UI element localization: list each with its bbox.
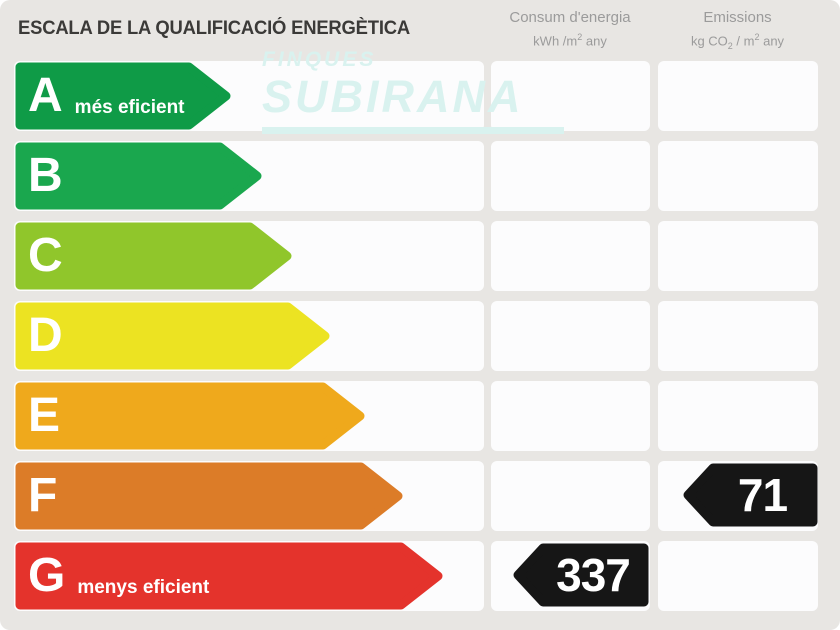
grade-arrow-d-shape (15, 302, 330, 370)
grade-letter-b: B (28, 149, 63, 202)
grade-label-g: G menys eficient (28, 541, 209, 611)
grade-letter-g: G (28, 549, 66, 602)
emissions-value-arrow-shape (683, 463, 818, 527)
grade-label-c: C (28, 221, 75, 291)
grade-arrow-c-shape (15, 222, 292, 290)
grade-arrow-g-shape (15, 542, 443, 610)
grade-label-f: F (28, 461, 69, 531)
consumption-value-arrow-path (513, 543, 649, 607)
grade-letter-c: C (28, 229, 63, 282)
consumption-cell (491, 301, 650, 371)
grade-letter-d: D (28, 309, 63, 362)
grade-arrow-c (15, 222, 292, 290)
scale-row-d: D (0, 301, 840, 371)
consumption-value: 337 (556, 549, 631, 601)
emissions-cell (658, 141, 818, 211)
grade-arrow-b-shape (15, 142, 262, 210)
consumption-header-title: Consum d'energia (509, 9, 631, 26)
emissions-cell (658, 541, 818, 611)
grade-note-g: menys eficient (77, 577, 210, 598)
consumption-cell (491, 221, 650, 291)
emissions-value-arrow: 71 (683, 463, 818, 527)
emissions-cell (658, 301, 818, 371)
emissions-header-unit: kg CO2 / m2 any (690, 32, 785, 51)
grade-note-a: més eficient (74, 97, 185, 118)
consumption-cell (491, 461, 650, 531)
consumption-cell (491, 381, 650, 451)
grade-arrow-f (15, 462, 403, 530)
grade-arrow-a-shape (15, 62, 231, 130)
scale-row-c: C (0, 221, 840, 291)
grade-arrow-e (15, 382, 365, 450)
consumption-column-header: Consum d'energia kWh /m2 any (470, 8, 670, 50)
emissions-cell (658, 381, 818, 451)
grade-arrow-g (15, 542, 443, 610)
grade-arrow-d (15, 302, 330, 370)
emissions-header-title: Emissions (703, 9, 772, 26)
grade-arrow-f-shape (15, 462, 403, 530)
emissions-value: 71 (737, 469, 788, 521)
consumption-value-arrow-shape (513, 543, 649, 607)
grade-label-e: E (28, 381, 72, 451)
emissions-cell (658, 61, 818, 131)
scale-row-g: G menys eficient (0, 541, 840, 611)
grade-letter-e: E (28, 389, 61, 442)
grade-arrow-e-shape (15, 382, 365, 450)
grade-arrow-b (15, 142, 262, 210)
page-title: ESCALA DE LA QUALIFICACIÓ ENERGÈTICA (18, 18, 411, 39)
consumption-cell (491, 141, 650, 211)
emissions-value-arrow-path (683, 463, 818, 527)
scale-row-e: E (0, 381, 840, 451)
grade-arrow-a (15, 62, 231, 130)
grade-label-d: D (28, 301, 75, 371)
grade-label-b: B (28, 141, 75, 211)
grade-letter-f: F (28, 469, 58, 522)
scale-row-b: B (0, 141, 840, 211)
scale-row-a: A més eficient (0, 61, 840, 131)
grade-label-a: A més eficient (28, 61, 185, 131)
emissions-column-header: Emissions kg CO2 / m2 any (640, 8, 835, 55)
consumption-header-unit: kWh /m2 any (533, 32, 607, 49)
consumption-value-arrow: 337 (513, 543, 649, 607)
grade-letter-a: A (28, 69, 63, 122)
consumption-cell (491, 61, 650, 131)
emissions-cell (658, 221, 818, 291)
